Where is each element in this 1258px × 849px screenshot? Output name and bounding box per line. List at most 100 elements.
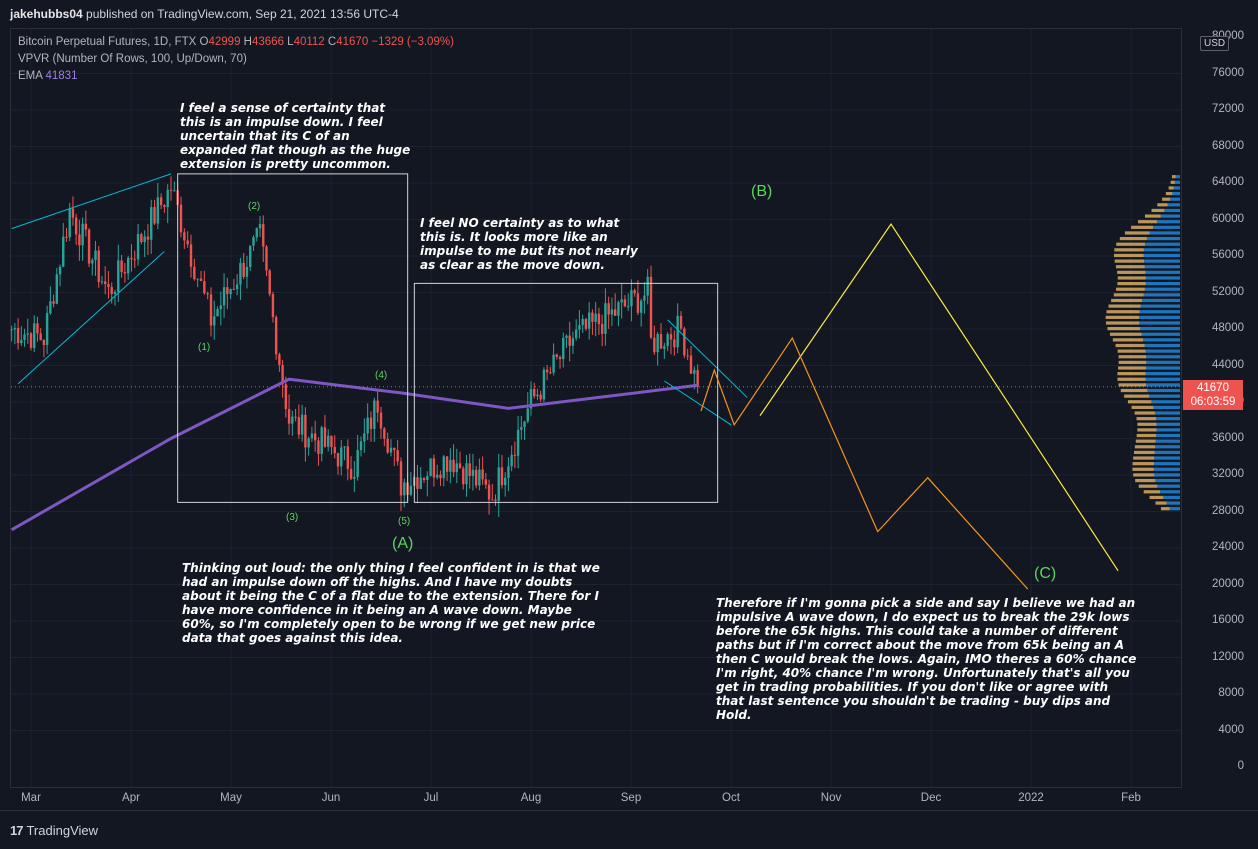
candle-down (474, 469, 478, 486)
time-tick-label: May (220, 792, 242, 804)
vpvr-up-bar (1144, 242, 1180, 246)
candle-up (465, 463, 468, 485)
candle-down (349, 468, 353, 479)
annotation-note-1[interactable]: I feel a sense of certainty that this is… (180, 101, 411, 171)
candle-down (179, 204, 183, 233)
candle-down (422, 477, 426, 480)
candle-down (591, 312, 594, 322)
candle-up (562, 337, 565, 360)
price-tick-label: 52000 (1212, 285, 1244, 298)
trend-channel-upper (11, 173, 172, 230)
annotation-note-3[interactable]: Thinking out loud: the only thing I feel… (182, 561, 600, 645)
candle-up (646, 276, 649, 296)
candle-up (300, 414, 304, 435)
wave-label-c[interactable]: (C) (1034, 565, 1057, 582)
vpvr-down-bar (1133, 456, 1155, 460)
currency-badge[interactable]: USD (1200, 36, 1230, 51)
wave-label-1[interactable]: (1) (198, 342, 211, 353)
wave-label-2[interactable]: (2) (248, 201, 261, 212)
ema-legend[interactable]: EMA 41831 (18, 70, 77, 82)
candle-up (291, 416, 294, 424)
author-name[interactable]: jakehubbs04 (10, 7, 83, 21)
candle-down (613, 309, 617, 316)
vpvr-down-bar (1124, 231, 1150, 235)
vpvr-up-bar (1153, 225, 1180, 229)
vpvr-down-bar (1109, 332, 1142, 336)
price-tick-label: 44000 (1212, 358, 1244, 371)
price-axis[interactable]: 8000076000720006800064000600005600052000… (1183, 28, 1258, 788)
candle-down (169, 189, 173, 191)
candle-down (376, 400, 379, 413)
candle-up (55, 274, 59, 304)
candle-down (265, 246, 268, 271)
symbol-legend[interactable]: Bitcoin Perpetual Futures, 1D, FTX O4299… (18, 36, 454, 48)
vpvr-down-bar (1120, 388, 1148, 393)
candle-down (491, 499, 494, 501)
chart-pane[interactable] (10, 28, 1182, 788)
wave-label-a[interactable]: (A) (392, 535, 414, 552)
vpvr-up-bar (1164, 208, 1180, 213)
candle-down (649, 276, 653, 338)
candle-up (23, 334, 26, 340)
vpvr-down-bar (1137, 428, 1157, 432)
candle-down (445, 456, 449, 472)
candle-down (71, 208, 75, 218)
candle-up (663, 346, 666, 349)
candle-up (656, 333, 659, 353)
candle-down (568, 335, 571, 346)
vpvr-legend[interactable]: VPVR (Number Of Rows, 100, Up/Down, 70) (18, 53, 247, 65)
candle-down (84, 223, 88, 230)
tradingview-logo[interactable]: 17 TradingView (10, 823, 98, 838)
candle-down (584, 318, 588, 329)
publish-bar: jakehubbs04 published on TradingView.com… (0, 0, 1258, 28)
candle-down (268, 270, 271, 295)
time-axis[interactable]: Mar Apr May Jun Jul Aug Sep Oct Nov Dec 2022 Feb (10, 788, 1182, 810)
vpvr-up-bar (1155, 439, 1180, 443)
vpvr-down-bar (1170, 180, 1175, 184)
candle-up (33, 323, 36, 348)
ema-line (10, 377, 698, 532)
open-label: O (199, 36, 209, 48)
wave-label-4[interactable]: (4) (375, 370, 388, 381)
candle-up (222, 287, 226, 306)
vpvr-down-bar (1135, 478, 1156, 483)
candle-up (320, 427, 323, 454)
candle-down (123, 272, 127, 274)
vpvr-down-bar (1118, 355, 1147, 359)
candle-up (620, 299, 623, 303)
candle-down (439, 474, 442, 479)
vpvr-up-bar (1156, 428, 1180, 432)
candle-up (676, 315, 679, 348)
candle-down (393, 447, 396, 451)
vpvr-up-bar (1154, 473, 1180, 477)
wave-label-b[interactable]: (B) (751, 183, 773, 200)
candle-up (455, 463, 459, 473)
vpvr-up-bar (1160, 214, 1180, 218)
annotation-note-2[interactable]: I feel NO certainty as to what this is. … (420, 216, 638, 272)
candle-down (653, 337, 656, 353)
candle-down (633, 290, 636, 294)
vpvr-down-bar (1134, 411, 1156, 415)
wave-label-5[interactable]: (5) (398, 516, 411, 527)
vpvr-up-bar (1139, 321, 1180, 325)
trend-channel-lower (17, 251, 165, 385)
candle-down (673, 339, 676, 348)
vpvr-down-bar (1138, 220, 1157, 224)
candle-up (126, 257, 130, 274)
candle-up (626, 306, 630, 308)
candle-down (481, 469, 484, 480)
candle-down (39, 333, 42, 341)
vpvr-up-bar (1145, 270, 1180, 274)
annotation-note-4[interactable]: Therefore if I'm gonna pick a side and s… (716, 596, 1137, 722)
vpvr-down-bar (1138, 484, 1158, 488)
time-tick-label: Nov (820, 792, 842, 804)
candle-up (435, 474, 439, 478)
candle-down (203, 281, 206, 294)
candle-up (117, 260, 120, 292)
candle-down (484, 479, 488, 485)
candle-up (409, 485, 413, 495)
candle-up (581, 318, 584, 325)
wave-label-3[interactable]: (3) (286, 512, 299, 523)
candle-down (416, 477, 419, 489)
price-tick-label: 48000 (1212, 322, 1244, 334)
